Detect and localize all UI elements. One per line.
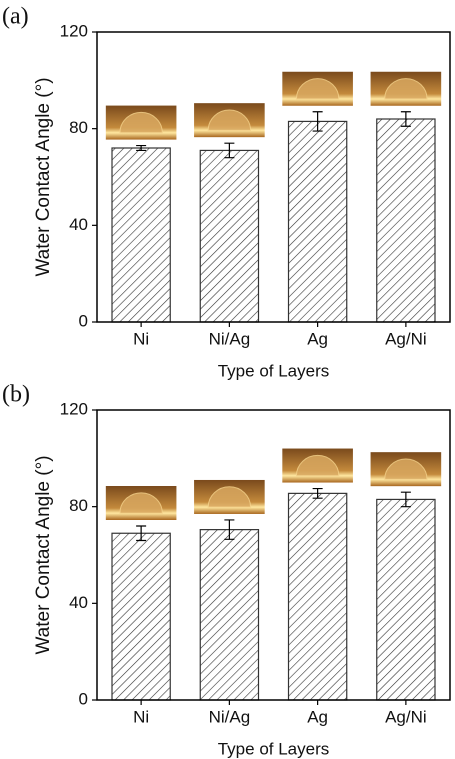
y-tick-label: 80 [69, 118, 88, 137]
x-tick-label: Ni [133, 329, 149, 348]
y-tick-label: 120 [60, 21, 88, 40]
figure: (a) Water Contact Angle (°) Type of Layers… [0, 0, 455, 759]
panel-label: (b) [2, 382, 30, 408]
bar [377, 119, 435, 322]
y-tick-label: 40 [69, 215, 88, 234]
bar [289, 493, 347, 700]
x-tick-label: Ag/Ni [385, 707, 427, 726]
y-tick-label: 0 [79, 689, 88, 708]
y-tick-label: 80 [69, 496, 88, 515]
x-tick-label: Ag [307, 329, 328, 348]
x-axis-label: Type of Layers [218, 739, 330, 758]
bar [112, 533, 170, 700]
bar [112, 148, 170, 322]
bar [200, 150, 258, 322]
y-axis-label: Water Contact Angle (°) [33, 455, 54, 654]
x-tick-label: Ag/Ni [385, 329, 427, 348]
x-tick-label: Ag [307, 707, 328, 726]
y-axis-label: Water Contact Angle (°) [33, 77, 54, 276]
bar [377, 499, 435, 700]
bar [200, 530, 258, 700]
bar [289, 121, 347, 322]
x-tick-label: Ni [133, 707, 149, 726]
x-tick-label: Ni/Ag [209, 707, 251, 726]
panel-label: (a) [2, 4, 29, 30]
x-tick-label: Ni/Ag [209, 329, 251, 348]
y-tick-label: 0 [79, 311, 88, 330]
y-tick-label: 40 [69, 593, 88, 612]
y-tick-label: 120 [60, 399, 88, 418]
x-axis-label: Type of Layers [218, 361, 330, 380]
